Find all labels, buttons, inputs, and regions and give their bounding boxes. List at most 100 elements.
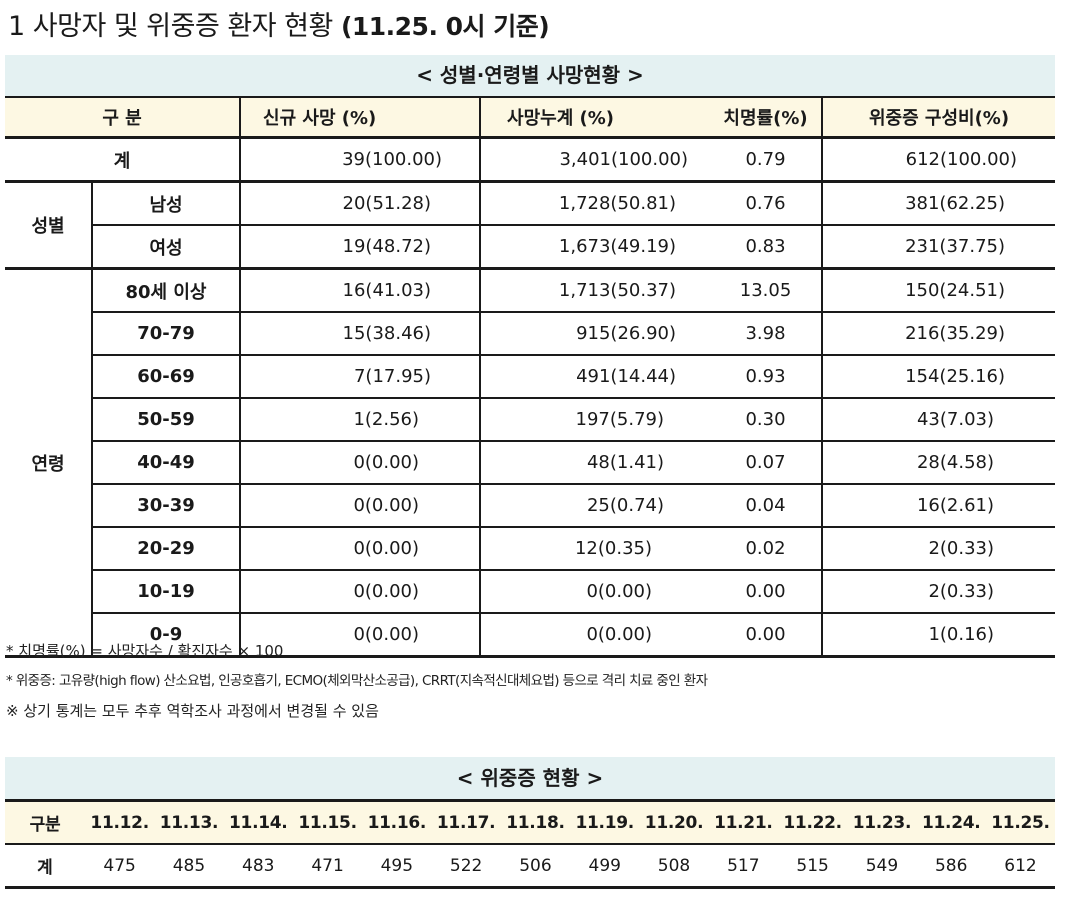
cell-cumulative: 915(26.90) — [480, 312, 711, 356]
header-new-deaths: 신규 사망 (%) — [240, 98, 482, 139]
cell-cumulative: 0(0.00) — [480, 570, 711, 614]
cell-severe: 28(4.58) — [822, 441, 1056, 485]
deaths-by-sex-age-table: 구 분 신규 사망 (%) 사망누계 (%) 치명률(%) 위중증 구성비(%)… — [5, 98, 1056, 658]
row-label: 여성 — [92, 225, 242, 270]
date-header: 11.23. — [847, 802, 917, 845]
row-label: 70-79 — [92, 312, 242, 356]
date-header: 11.14. — [223, 802, 293, 845]
cell-severe: 154(25.16) — [822, 355, 1056, 399]
row-label: 남성 — [92, 181, 242, 226]
cell-new-deaths: 0(0.00) — [240, 441, 482, 485]
date-header: 11.17. — [431, 802, 501, 845]
cell-cumulative: 3,401(100.00) — [480, 137, 711, 183]
date-header: 11.15. — [292, 802, 363, 845]
cell-new-deaths: 39(100.00) — [240, 137, 482, 183]
table-row: 10-19 0(0.00) 0(0.00) 0.00 2(0.33) — [5, 570, 1056, 614]
page-heading: 1 사망자 및 위중증 환자 현황 (11.25. 0시 기준) — [8, 4, 550, 50]
header-category: 구 분 — [5, 98, 242, 139]
date-header: 11.22. — [777, 802, 848, 845]
cell-fatality: 0.00 — [710, 613, 824, 658]
row-label: 60-69 — [92, 355, 242, 399]
cell-severe: 612(100.00) — [822, 137, 1056, 183]
cell-severe: 16(2.61) — [822, 484, 1056, 528]
total-cell: 586 — [916, 844, 986, 889]
cell-cumulative: 1,713(50.37) — [480, 268, 711, 313]
cell-new-deaths: 15(38.46) — [240, 312, 482, 356]
date-header: 11.25. — [985, 802, 1056, 845]
row-label: 40-49 — [92, 441, 242, 485]
cell-fatality: 0.02 — [710, 527, 824, 571]
date-header: 11.13. — [154, 802, 224, 845]
severe-cases-table: 구분 11.12. 11.13. 11.14. 11.15. 11.16. 11.17. 1… — [5, 802, 1056, 889]
table-row: 여성 19(48.72) 1,673(49.19) 0.83 231(37.75) — [5, 225, 1056, 270]
footnotes: * 치명률(%) = 사망자수 / 확진자수 × 100 * 위중증: 고유량(… — [6, 636, 708, 726]
cell-cumulative: 25(0.74) — [480, 484, 711, 528]
deaths-table-caption: < 성별·연령별 사망현황 > — [5, 55, 1055, 99]
footnote-fatality: * 치명률(%) = 사망자수 / 확진자수 × 100 — [6, 642, 284, 660]
row-header-total: 계 — [5, 844, 85, 889]
cell-cumulative: 1,673(49.19) — [480, 225, 711, 270]
cell-fatality: 0.07 — [710, 441, 824, 485]
date-header: 11.24. — [916, 802, 986, 845]
section-number: 1 — [8, 11, 25, 42]
table-row: 40-49 0(0.00) 48(1.41) 0.07 28(4.58) — [5, 441, 1056, 485]
total-cell: 499 — [570, 844, 640, 889]
section-title: 사망자 및 위중증 환자 현황 — [32, 11, 334, 42]
cell-new-deaths: 7(17.95) — [240, 355, 482, 399]
cell-cumulative: 12(0.35) — [480, 527, 711, 571]
cell-fatality: 13.05 — [710, 268, 824, 313]
cell-fatality: 0.83 — [710, 225, 824, 270]
dates-row: 구분 11.12. 11.13. 11.14. 11.15. 11.16. 11.17. 1… — [5, 802, 1056, 845]
cell-new-deaths: 16(41.03) — [240, 268, 482, 313]
total-cell: 471 — [292, 844, 363, 889]
table-row: 20-29 0(0.00) 12(0.35) 0.02 2(0.33) — [5, 527, 1056, 571]
cell-severe: 43(7.03) — [822, 398, 1056, 442]
date-header: 11.20. — [639, 802, 709, 845]
total-cell: 506 — [500, 844, 571, 889]
cell-new-deaths: 0(0.00) — [240, 484, 482, 528]
cell-severe: 2(0.33) — [822, 570, 1056, 614]
cell-new-deaths: 0(0.00) — [240, 613, 482, 658]
date-header: 11.12. — [85, 802, 155, 845]
cell-severe: 150(24.51) — [822, 268, 1056, 313]
table-row: 70-79 15(38.46) 915(26.90) 3.98 216(35.29) — [5, 312, 1056, 356]
header-severe: 위중증 구성비(%) — [822, 98, 1056, 139]
total-cell: 485 — [154, 844, 224, 889]
severe-table-caption: < 위중증 현황 > — [5, 757, 1055, 802]
cell-severe: 216(35.29) — [822, 312, 1056, 356]
footnote-severe-definition: * 위중증: 고유량(high flow) 산소요법, 인공호흡기, ECMO(… — [6, 673, 708, 689]
cell-fatality: 0.04 — [710, 484, 824, 528]
cell-fatality: 0.00 — [710, 570, 824, 614]
cell-cumulative: 491(14.44) — [480, 355, 711, 399]
footnote-disclaimer: ※ 상기 통계는 모두 추후 역학조사 과정에서 변경될 수 있음 — [6, 702, 379, 720]
total-cell: 612 — [985, 844, 1056, 889]
cell-new-deaths: 0(0.00) — [240, 527, 482, 571]
cell-new-deaths: 1(2.56) — [240, 398, 482, 442]
cell-fatality: 0.79 — [710, 137, 824, 183]
cell-fatality: 0.93 — [710, 355, 824, 399]
cell-severe: 2(0.33) — [822, 527, 1056, 571]
header-fatality: 치명률(%) — [710, 98, 824, 139]
table-row-total: 계 39(100.00) 3,401(100.00) 0.79 612(100.… — [5, 137, 1056, 183]
total-cell: 495 — [362, 844, 432, 889]
cell-fatality: 0.30 — [710, 398, 824, 442]
cell-severe: 381(62.25) — [822, 181, 1056, 226]
total-cell: 515 — [777, 844, 848, 889]
row-label: 30-39 — [92, 484, 242, 528]
table-row: 연령 80세 이상 16(41.03) 1,713(50.37) 13.05 150(24… — [5, 268, 1056, 658]
total-cell: 508 — [639, 844, 709, 889]
cell-cumulative: 1,728(50.81) — [480, 181, 711, 226]
row-label: 10-19 — [92, 570, 242, 614]
row-header-category: 구분 — [5, 802, 85, 845]
row-label: 20-29 — [92, 527, 242, 571]
row-label: 50-59 — [92, 398, 242, 442]
date-header: 11.21. — [708, 802, 778, 845]
cell-new-deaths: 0(0.00) — [240, 570, 482, 614]
cell-fatality: 3.98 — [710, 312, 824, 356]
row-label: 80세 이상 — [92, 268, 242, 313]
total-cell: 549 — [847, 844, 917, 889]
date-header: 11.19. — [570, 802, 640, 845]
table-row: 50-59 1(2.56) 197(5.79) 0.30 43(7.03) — [5, 398, 1056, 442]
sex-group-label: 성별 — [5, 181, 93, 270]
cell-severe: 231(37.75) — [822, 225, 1056, 270]
